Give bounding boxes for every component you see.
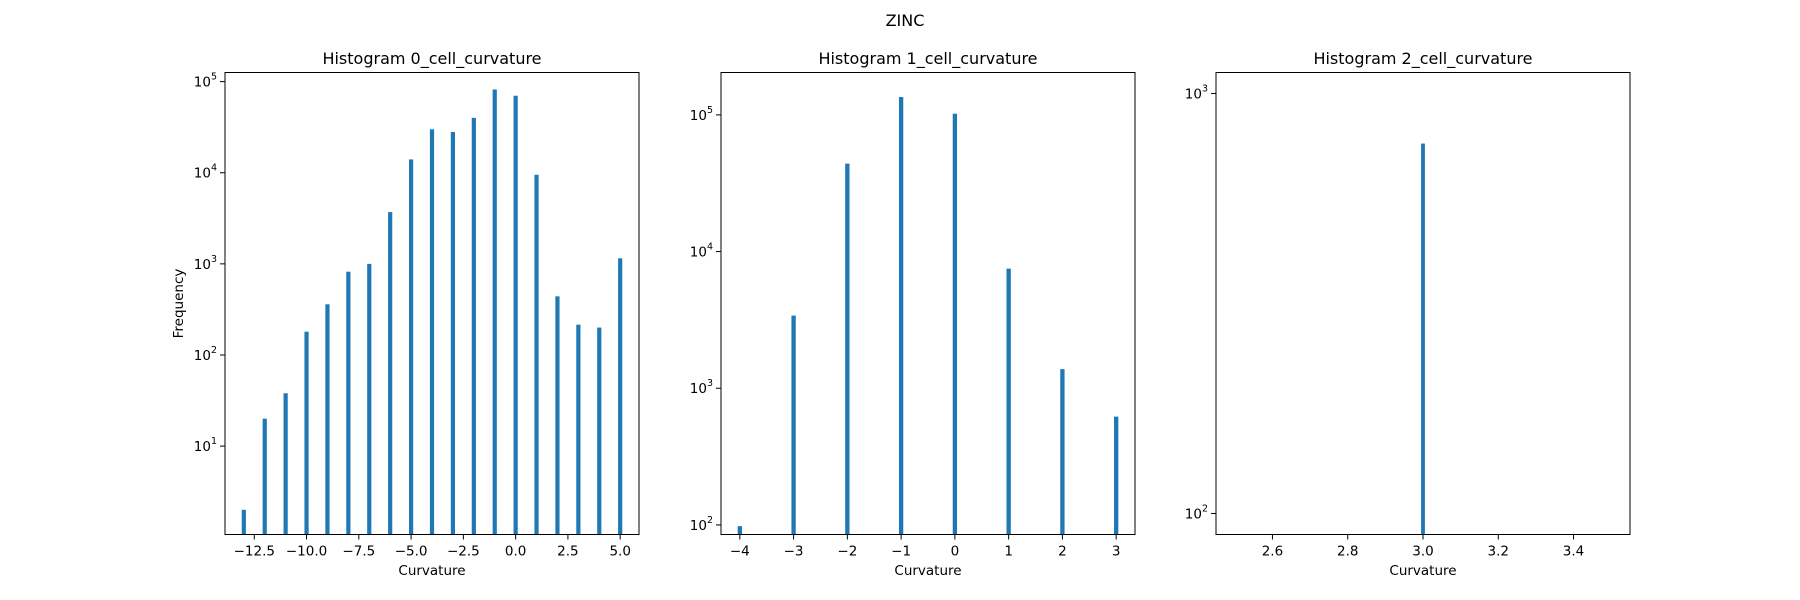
panel-0-bar-4 — [325, 304, 330, 535]
panel-0-bar-14 — [534, 174, 539, 535]
panel-1-xtick-label: −1 — [891, 544, 911, 560]
panel-0-bars — [241, 89, 623, 535]
panel-1-bar-7 — [1114, 416, 1119, 535]
panel-1-xlabel: Curvature — [894, 563, 961, 579]
panel-2-ytick-label: 103 — [1185, 84, 1208, 103]
panel-1-bars — [737, 97, 1119, 535]
panel-0-bar-16 — [576, 324, 581, 535]
panel-2-xtick-label: 2.6 — [1262, 544, 1283, 560]
panel-0-bar-2 — [283, 393, 288, 535]
panel-1-xtick-label: −2 — [837, 544, 857, 560]
panel-0-ytick-label: 105 — [194, 72, 217, 91]
panel-0-bar-15 — [555, 296, 560, 535]
panel-0-bar-5 — [346, 271, 351, 535]
panel-1-xtick-label: −4 — [730, 544, 750, 560]
panel-1-xtick-label: −3 — [784, 544, 804, 560]
panel-2-bars — [1421, 143, 1425, 535]
panel-2-title: Histogram 2_cell_curvature — [1313, 49, 1532, 69]
panel-1-xtick-label: 1 — [1004, 544, 1013, 560]
panel-1-ytick-label: 104 — [690, 242, 713, 261]
panel-0-xtick-label: 2.5 — [557, 544, 578, 560]
panel-0-bar-13 — [513, 95, 518, 535]
panel-1-xticks: −4 −3 −2 −1 0 1 2 3 — [730, 534, 1121, 560]
panel-1-title: Histogram 1_cell_curvature — [818, 49, 1037, 69]
panel-0-bar-7 — [388, 212, 393, 535]
panel-1-xtick-label: 0 — [951, 544, 960, 560]
panel-0-xtick-label: −10.0 — [286, 544, 327, 560]
panel-0-bar-9 — [429, 129, 435, 535]
panel-0-bar-0 — [241, 509, 246, 535]
panel-0-xtick-label: −2.5 — [447, 544, 480, 560]
panel-0-bar-3 — [304, 331, 309, 535]
panel-1-bar-3 — [898, 97, 904, 535]
panel-0-bar-8 — [409, 159, 414, 535]
panel-0-ytick-label: 101 — [194, 436, 217, 455]
panel-1-xtick-label: 2 — [1058, 544, 1067, 560]
panel-0-ylabel: Frequency — [171, 269, 187, 339]
panel-0-bar-17 — [597, 327, 602, 535]
panel-1-bar-2 — [845, 163, 850, 535]
panel-0-xticks: −12.5 −10.0 −7.5 −5.0 −2.5 0.0 2.5 5.0 — [234, 534, 631, 560]
panel-0-xtick-label: −5.0 — [395, 544, 428, 560]
panel-2-ytick-label: 102 — [1185, 504, 1208, 523]
panel-0-ytick-label: 103 — [194, 254, 217, 273]
panel-0-yticks: 101 102 103 104 105 — [194, 72, 225, 455]
panel-0-xtick-label: −7.5 — [342, 544, 375, 560]
panel-0-xtick-label: 0.0 — [505, 544, 526, 560]
panel-0-ytick-label: 104 — [194, 163, 217, 182]
panel-2-xlabel: Curvature — [1389, 563, 1456, 579]
panel-1-bar-1 — [791, 315, 796, 535]
panel-2-bar-0 — [1421, 143, 1425, 535]
panel-0-bar-11 — [471, 117, 476, 535]
panel-0-xtick-label: 5.0 — [609, 544, 630, 560]
panel-2-xtick-label: 3.0 — [1412, 544, 1433, 560]
panel-0-bar-12 — [492, 89, 497, 535]
panel-0-bar-6 — [367, 263, 372, 535]
panel-2-frame — [1215, 72, 1631, 535]
panel-1-bar-4 — [952, 113, 958, 535]
panel-1-bar-0 — [737, 526, 742, 535]
panel-0-bar-1 — [262, 418, 267, 535]
histogram-panel-2: Histogram 2_cell_curvature 2.6 2.8 3.0 3.2 3… — [1185, 49, 1631, 579]
panel-0-bar-10 — [450, 131, 455, 535]
panel-0-xtick-label: −12.5 — [234, 544, 275, 560]
panel-2-xtick-label: 2.8 — [1337, 544, 1358, 560]
panel-1-ytick-label: 102 — [690, 515, 713, 534]
panel-0-xlabel: Curvature — [398, 563, 465, 579]
panel-0-title: Histogram 0_cell_curvature — [322, 49, 541, 69]
panel-1-frame — [720, 72, 1136, 535]
panel-1-ytick-label: 103 — [690, 378, 713, 397]
panel-1-bar-6 — [1060, 369, 1065, 535]
histogram-panel-1: Histogram 1_cell_curvature −4 −3 −2 −1 0 1 2 3 … — [690, 49, 1136, 579]
panel-1-xtick-label: 3 — [1112, 544, 1121, 560]
panel-0-frame — [224, 72, 640, 535]
figure-suptitle: ZINC — [886, 11, 925, 30]
panel-2-xticks: 2.6 2.8 3.0 3.2 3.4 — [1262, 534, 1584, 560]
panel-2-yticks: 102 103 — [1185, 84, 1216, 523]
panel-2-xtick-label: 3.4 — [1563, 544, 1584, 560]
panel-0-bar-18 — [618, 258, 623, 535]
panel-1-yticks: 102 103 104 105 — [690, 105, 721, 534]
panel-1-ytick-label: 105 — [690, 105, 713, 124]
histogram-panel-0: Histogram 0_cell_curvature −12.5 −10.0 −7.… — [171, 49, 640, 579]
panel-0-ytick-label: 102 — [194, 345, 217, 364]
panel-1-bar-5 — [1006, 268, 1011, 535]
panel-2-xtick-label: 3.2 — [1488, 544, 1509, 560]
